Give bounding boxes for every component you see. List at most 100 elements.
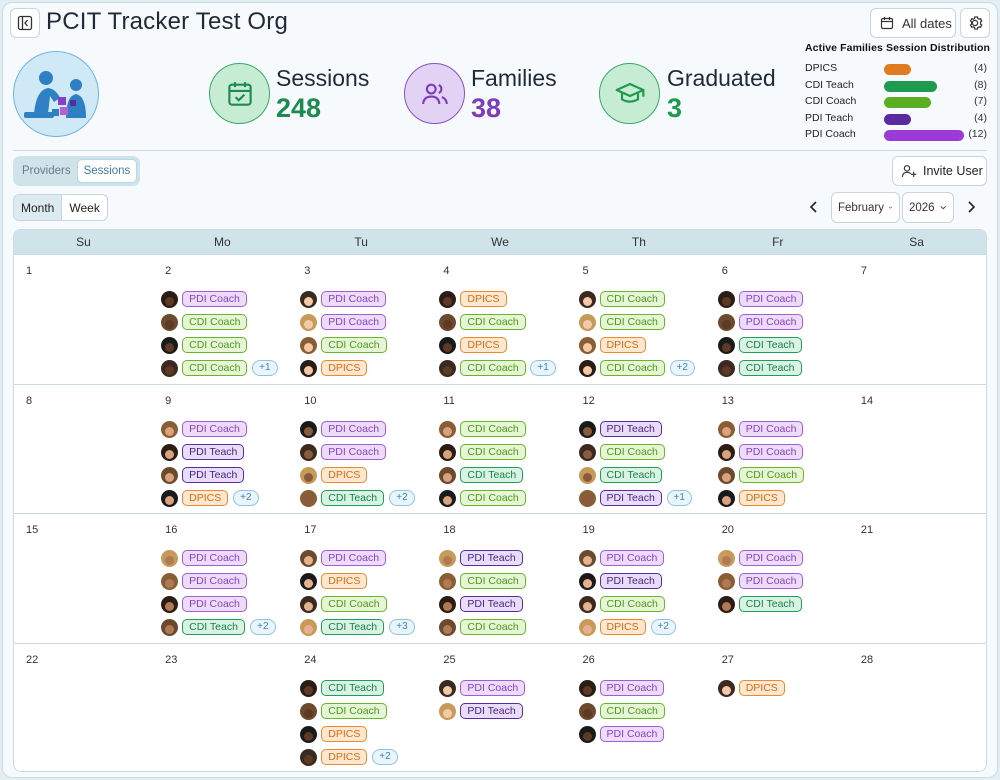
session-event[interactable]: CDI Coach bbox=[161, 359, 248, 377]
more-events-badge[interactable]: +1 bbox=[530, 360, 556, 376]
session-event[interactable]: DPICS bbox=[578, 336, 646, 354]
session-event[interactable]: PDI Coach bbox=[578, 725, 665, 743]
session-event[interactable]: PDI Coach bbox=[439, 679, 526, 697]
session-event[interactable]: PDI Coach bbox=[300, 313, 387, 331]
session-event[interactable]: DPICS bbox=[300, 748, 368, 766]
session-event[interactable]: CDI Coach bbox=[717, 466, 805, 484]
session-event[interactable]: PDI Coach bbox=[717, 443, 804, 461]
calendar-day[interactable]: 13 PDI Coach PDI Coach CDI Coach DPICS bbox=[710, 385, 849, 514]
session-event[interactable]: PDI Teach bbox=[578, 489, 662, 507]
session-event[interactable]: CDI Teach bbox=[717, 595, 802, 613]
session-event[interactable]: DPICS bbox=[300, 466, 368, 484]
tab-sessions[interactable]: Sessions bbox=[76, 159, 138, 183]
calendar-day[interactable]: 24 CDI Teach CDI Coach DPICS DPICS +2 bbox=[292, 644, 431, 771]
calendar-day[interactable]: 27 DPICS bbox=[710, 644, 849, 771]
session-event[interactable]: CDI Coach bbox=[161, 336, 248, 354]
session-event[interactable]: CDI Coach bbox=[578, 595, 665, 613]
more-events-badge[interactable]: +1 bbox=[252, 360, 278, 376]
session-event[interactable]: CDI Coach bbox=[578, 290, 665, 308]
collapse-sidebar-button[interactable] bbox=[10, 8, 40, 38]
session-event[interactable]: DPICS bbox=[439, 290, 507, 308]
session-event[interactable]: DPICS bbox=[300, 572, 368, 590]
all-dates-button[interactable]: All dates bbox=[870, 8, 956, 38]
more-events-badge[interactable]: +1 bbox=[666, 490, 692, 506]
session-event[interactable]: PDI Coach bbox=[161, 290, 247, 308]
session-event[interactable]: PDI Teach bbox=[161, 466, 245, 484]
calendar-day[interactable]: 20 PDI Coach PDI Coach CDI Teach bbox=[710, 514, 849, 643]
session-event[interactable]: PDI Coach bbox=[717, 290, 804, 308]
calendar-day[interactable]: 19 PDI Coach PDI Teach CDI Coach DPICS +2 bbox=[571, 514, 710, 643]
session-event[interactable]: CDI Coach bbox=[439, 420, 526, 438]
calendar-day[interactable]: 17 PDI Coach DPICS CDI Coach CDI Teach +3 bbox=[292, 514, 431, 643]
session-event[interactable]: CDI Coach bbox=[300, 336, 387, 354]
session-event[interactable]: PDI Teach bbox=[439, 595, 523, 613]
calendar-day[interactable]: 6 PDI Coach PDI Coach CDI Teach CDI Teach bbox=[710, 255, 849, 384]
session-event[interactable]: CDI Coach bbox=[439, 359, 526, 377]
calendar-day[interactable]: 22 bbox=[14, 644, 153, 771]
month-view-button[interactable]: Month bbox=[14, 195, 62, 220]
session-event[interactable]: CDI Coach bbox=[439, 313, 526, 331]
session-event[interactable]: CDI Coach bbox=[300, 702, 387, 720]
session-event[interactable]: PDI Coach bbox=[300, 549, 387, 567]
session-event[interactable]: DPICS bbox=[439, 336, 507, 354]
session-event[interactable]: PDI Teach bbox=[578, 420, 662, 438]
more-events-badge[interactable]: +2 bbox=[389, 490, 415, 506]
session-event[interactable]: DPICS bbox=[578, 618, 646, 636]
session-event[interactable]: CDI Coach bbox=[439, 443, 526, 461]
session-event[interactable]: CDI Coach bbox=[578, 702, 665, 720]
calendar-day[interactable]: 1 bbox=[14, 255, 153, 384]
session-event[interactable]: CDI Coach bbox=[578, 359, 665, 377]
more-events-badge[interactable]: +2 bbox=[650, 619, 676, 635]
session-event[interactable]: CDI Coach bbox=[578, 443, 665, 461]
session-event[interactable]: PDI Coach bbox=[717, 549, 804, 567]
session-event[interactable]: CDI Coach bbox=[439, 618, 526, 636]
calendar-day[interactable]: 3 PDI Coach PDI Coach CDI Coach DPICS bbox=[292, 255, 431, 384]
session-event[interactable]: PDI Teach bbox=[578, 572, 662, 590]
more-events-badge[interactable]: +2 bbox=[669, 360, 695, 376]
session-event[interactable]: PDI Teach bbox=[439, 702, 523, 720]
session-event[interactable]: PDI Coach bbox=[717, 313, 804, 331]
calendar-day[interactable]: 18 PDI Teach CDI Coach PDI Teach CDI Coach bbox=[431, 514, 570, 643]
session-event[interactable]: CDI Coach bbox=[439, 572, 526, 590]
session-event[interactable]: CDI Coach bbox=[578, 313, 665, 331]
session-event[interactable]: PDI Coach bbox=[300, 443, 387, 461]
year-select[interactable]: 2026 bbox=[902, 192, 954, 223]
calendar-day[interactable]: 12 PDI Teach CDI Coach CDI Teach PDI Teach +1 bbox=[571, 385, 710, 514]
calendar-day[interactable]: 25 PDI Coach PDI Teach bbox=[431, 644, 570, 771]
more-events-badge[interactable]: +2 bbox=[233, 490, 259, 506]
session-event[interactable]: CDI Teach bbox=[161, 618, 245, 636]
calendar-day[interactable]: 7 bbox=[849, 255, 986, 384]
session-event[interactable]: PDI Coach bbox=[578, 549, 665, 567]
session-event[interactable]: DPICS bbox=[717, 489, 785, 507]
session-event[interactable]: CDI Coach bbox=[439, 489, 526, 507]
session-event[interactable]: PDI Coach bbox=[300, 420, 387, 438]
session-event[interactable]: CDI Teach bbox=[717, 359, 802, 377]
calendar-day[interactable]: 23 bbox=[153, 644, 292, 771]
session-event[interactable]: PDI Coach bbox=[578, 679, 665, 697]
calendar-day[interactable]: 5 CDI Coach CDI Coach DPICS CDI Coach +2 bbox=[571, 255, 710, 384]
week-view-button[interactable]: Week bbox=[61, 195, 106, 220]
calendar-day[interactable]: 10 PDI Coach PDI Coach DPICS CDI Teach +2 bbox=[292, 385, 431, 514]
calendar-day[interactable]: 8 bbox=[14, 385, 153, 514]
settings-button[interactable] bbox=[960, 8, 990, 38]
calendar-day[interactable]: 9 PDI Coach PDI Teach PDI Teach DPICS +2 bbox=[153, 385, 292, 514]
session-event[interactable]: CDI Coach bbox=[300, 595, 387, 613]
session-event[interactable]: PDI Teach bbox=[439, 549, 523, 567]
session-event[interactable]: CDI Teach bbox=[300, 679, 385, 697]
session-event[interactable]: CDI Coach bbox=[161, 313, 248, 331]
session-event[interactable]: CDI Teach bbox=[300, 618, 385, 636]
session-event[interactable]: PDI Coach bbox=[717, 420, 804, 438]
session-event[interactable]: DPICS bbox=[300, 725, 368, 743]
calendar-day[interactable]: 2 PDI Coach CDI Coach CDI Coach CDI Coach +1 bbox=[153, 255, 292, 384]
month-select[interactable]: February bbox=[831, 192, 900, 223]
more-events-badge[interactable]: +3 bbox=[389, 619, 415, 635]
session-event[interactable]: PDI Coach bbox=[161, 420, 247, 438]
calendar-day[interactable]: 11 CDI Coach CDI Coach CDI Teach CDI Coach bbox=[431, 385, 570, 514]
session-event[interactable]: PDI Coach bbox=[161, 572, 247, 590]
session-event[interactable]: CDI Teach bbox=[578, 466, 663, 484]
next-month-button[interactable] bbox=[963, 198, 979, 219]
session-event[interactable]: PDI Coach bbox=[161, 595, 247, 613]
session-event[interactable]: PDI Coach bbox=[717, 572, 804, 590]
calendar-day[interactable]: 14 bbox=[849, 385, 986, 514]
calendar-day[interactable]: 15 bbox=[14, 514, 153, 643]
